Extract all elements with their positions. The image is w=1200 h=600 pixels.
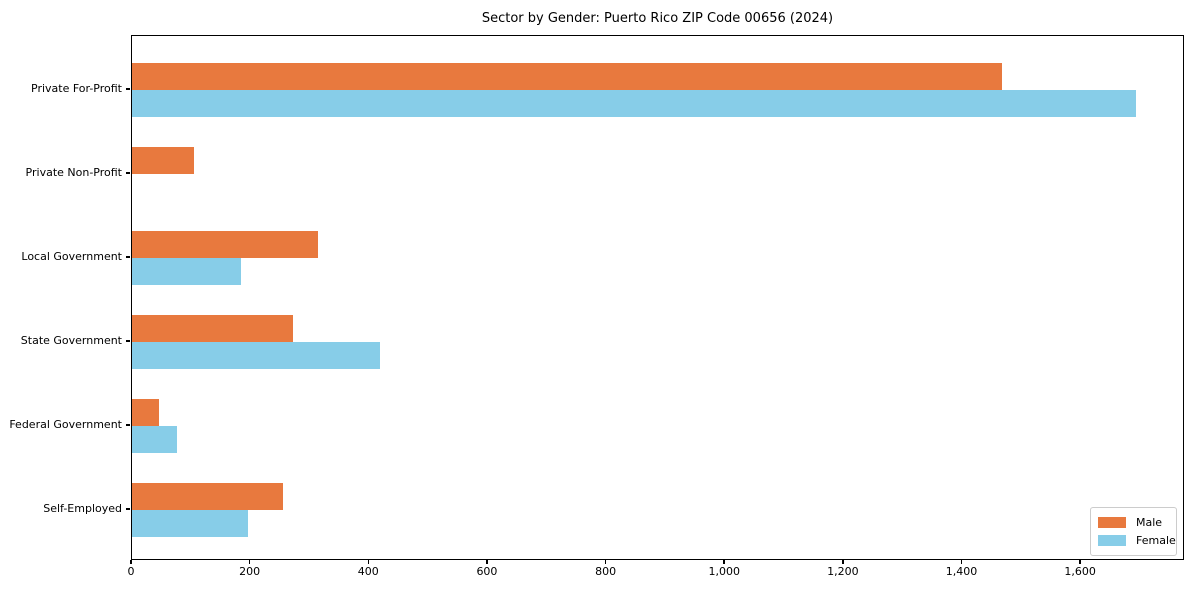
x-axis-tick-label: 400: [357, 565, 379, 578]
plot-area: [131, 35, 1184, 560]
x-axis-tick-mark: [367, 560, 370, 564]
bar-female-self-employed: [132, 510, 248, 537]
y-axis-category-label: Federal Government: [9, 418, 122, 431]
x-axis-tick-label: 1,200: [827, 565, 859, 578]
x-axis-tick-mark: [248, 560, 251, 564]
female-series-swatch: [1098, 535, 1126, 546]
y-axis-category-label: Private Non-Profit: [25, 166, 122, 179]
bar-male-local-government: [132, 231, 319, 258]
x-axis-tick-mark: [960, 560, 963, 564]
bar-female-federal-government: [132, 426, 177, 453]
x-axis-tick-mark: [130, 560, 132, 564]
x-axis-tick-label: 1,000: [708, 565, 740, 578]
y-axis-tick-mark: [126, 172, 130, 174]
y-axis-tick-mark: [126, 508, 130, 510]
y-axis-category-label: Private For-Profit: [31, 82, 122, 95]
bar-female-private-for-profit: [132, 90, 1136, 117]
y-axis-tick-mark: [126, 424, 130, 426]
x-axis-tick-mark: [1079, 560, 1081, 564]
x-axis-tick-mark: [723, 560, 725, 564]
y-axis-category-label: State Government: [20, 334, 122, 347]
y-axis-tick-mark: [126, 88, 130, 90]
bar-male-state-government: [132, 315, 294, 342]
x-axis-tick-mark: [604, 560, 607, 564]
legend: Male Female: [1090, 507, 1177, 556]
x-axis-tick-label: 600: [476, 565, 498, 578]
bar-male-private-non-profit: [132, 147, 194, 174]
legend-entry-male: Male: [1098, 516, 1176, 529]
legend-label-female: Female: [1136, 534, 1176, 547]
y-axis-tick-mark: [126, 256, 130, 258]
x-axis-tick-label: 0: [127, 565, 135, 578]
male-series-swatch: [1098, 517, 1126, 528]
legend-entry-female: Female: [1098, 534, 1176, 547]
bar-male-federal-government: [132, 399, 160, 426]
x-axis-tick-label: 200: [239, 565, 261, 578]
bar-female-local-government: [132, 258, 242, 285]
y-axis-category-label: Local Government: [21, 250, 122, 263]
x-axis-tick-label: 1,400: [945, 565, 978, 578]
x-axis-tick-mark: [486, 560, 488, 564]
x-axis-tick-label: 1,600: [1064, 565, 1096, 578]
bar-male-self-employed: [132, 483, 283, 510]
legend-label-male: Male: [1136, 516, 1163, 529]
x-axis-tick-label: 800: [595, 565, 617, 578]
bar-female-state-government: [132, 342, 380, 369]
y-axis-tick-mark: [126, 340, 130, 342]
x-axis-tick-mark: [842, 560, 844, 564]
y-axis-category-label: Self-Employed: [43, 502, 122, 515]
chart-title: Sector by Gender: Puerto Rico ZIP Code 0…: [481, 11, 834, 26]
bar-male-private-for-profit: [132, 63, 1002, 90]
